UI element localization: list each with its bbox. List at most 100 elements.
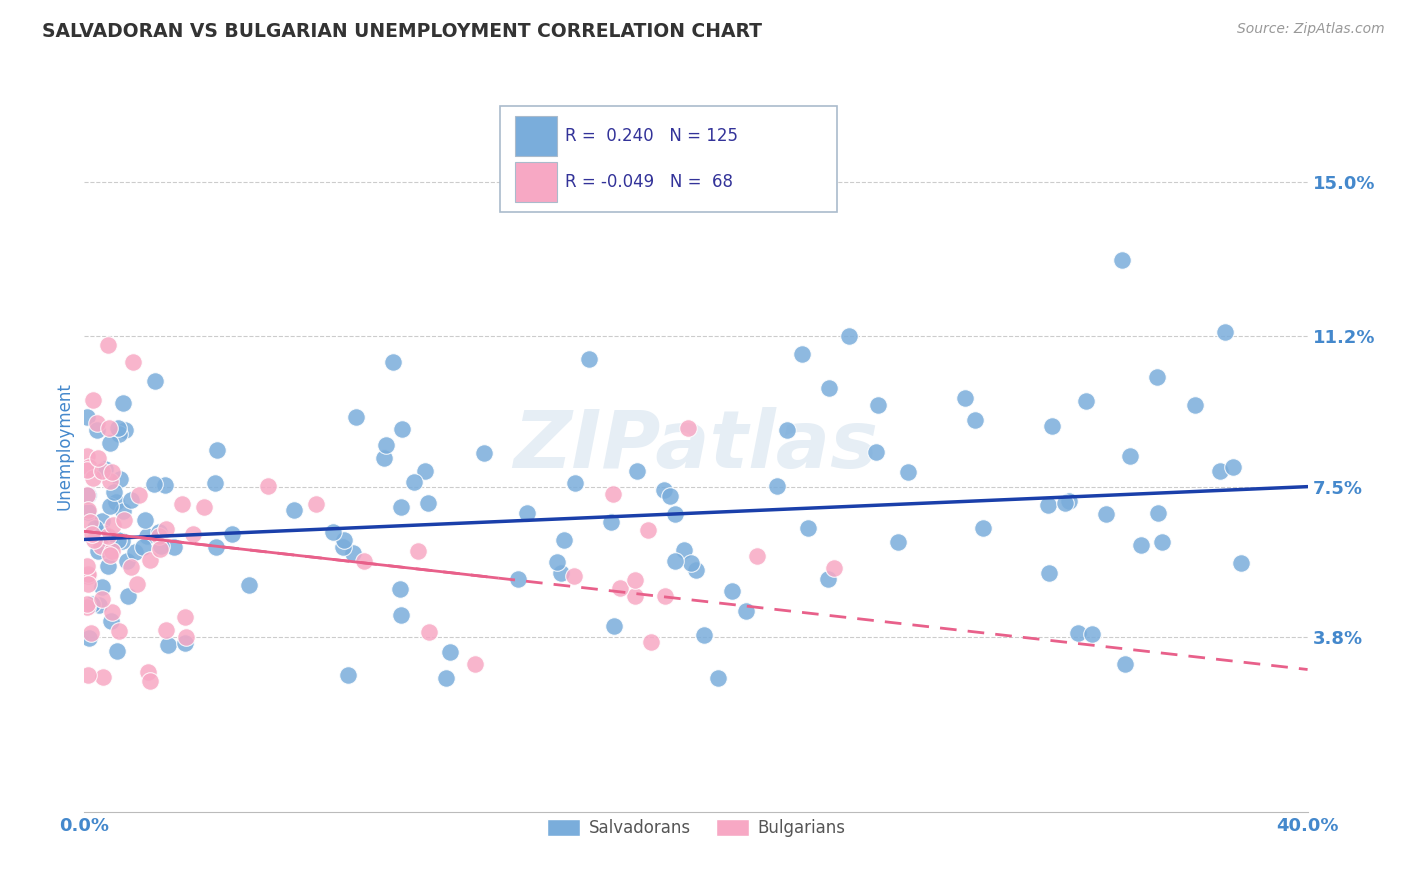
Point xyxy=(1057,494,1080,508)
Point xyxy=(87,451,110,466)
Point xyxy=(817,573,839,587)
Point xyxy=(205,442,228,457)
Point xyxy=(120,493,142,508)
Point xyxy=(110,534,132,549)
Point xyxy=(332,541,354,555)
Point xyxy=(148,529,170,543)
Point xyxy=(1130,538,1153,552)
Point xyxy=(1038,566,1060,580)
Point xyxy=(776,423,799,437)
Point xyxy=(156,638,179,652)
Point xyxy=(221,526,243,541)
Point xyxy=(114,513,136,527)
Point xyxy=(609,581,631,595)
Point xyxy=(1146,506,1168,520)
Point xyxy=(790,346,813,360)
Point xyxy=(654,590,676,604)
Point xyxy=(76,449,98,463)
Point xyxy=(76,488,98,502)
Point xyxy=(100,465,122,479)
Point xyxy=(652,483,675,497)
Point xyxy=(76,409,98,424)
Point xyxy=(1118,449,1140,463)
Point xyxy=(1111,252,1133,267)
Point xyxy=(602,487,624,501)
Point xyxy=(546,555,568,569)
Point xyxy=(132,540,155,554)
Point xyxy=(98,499,121,513)
Point xyxy=(84,521,107,535)
Point xyxy=(148,525,170,540)
Point xyxy=(838,328,860,343)
Point xyxy=(82,392,104,407)
Point xyxy=(172,497,194,511)
Point xyxy=(963,413,986,427)
Point xyxy=(516,506,538,520)
Point xyxy=(1074,393,1097,408)
Point xyxy=(86,544,108,558)
Point xyxy=(1230,556,1253,570)
Point xyxy=(76,463,98,477)
Point xyxy=(111,396,134,410)
Point xyxy=(128,488,150,502)
Point xyxy=(389,608,412,623)
Point xyxy=(77,632,100,646)
Point xyxy=(257,478,280,492)
Point xyxy=(98,436,121,450)
Point xyxy=(402,475,425,489)
Point xyxy=(176,630,198,644)
Point xyxy=(389,500,412,515)
Point xyxy=(1222,460,1244,475)
Point xyxy=(107,421,129,435)
Point xyxy=(416,496,439,510)
Point xyxy=(721,583,744,598)
Point xyxy=(1114,657,1136,671)
Point xyxy=(86,423,108,437)
Point xyxy=(322,525,344,540)
Point xyxy=(149,541,172,556)
Point xyxy=(600,515,623,529)
Point xyxy=(707,671,730,685)
Point xyxy=(91,580,114,594)
Y-axis label: Unemployment: Unemployment xyxy=(55,382,73,510)
Point xyxy=(111,504,134,518)
Point xyxy=(1150,535,1173,549)
Point xyxy=(82,597,104,611)
Point xyxy=(305,497,328,511)
Point xyxy=(117,589,139,603)
Point xyxy=(153,477,176,491)
Point xyxy=(624,573,647,587)
Point xyxy=(82,527,104,541)
Point xyxy=(107,533,129,547)
Point xyxy=(204,476,226,491)
Point xyxy=(105,495,128,509)
Point xyxy=(1209,464,1232,478)
Point xyxy=(382,355,405,369)
Point xyxy=(83,533,105,548)
Point xyxy=(659,489,682,503)
Point xyxy=(344,410,367,425)
Point xyxy=(101,605,124,619)
Point xyxy=(205,540,228,554)
Point xyxy=(897,466,920,480)
Point xyxy=(602,619,624,633)
Point xyxy=(173,636,195,650)
Point xyxy=(82,471,104,485)
Point xyxy=(77,488,100,502)
Point xyxy=(1213,325,1236,339)
Point xyxy=(91,670,114,684)
Point xyxy=(143,374,166,388)
Point xyxy=(562,569,585,583)
Point xyxy=(134,513,156,527)
Point xyxy=(173,610,195,624)
Point xyxy=(391,422,413,436)
Point xyxy=(1146,370,1168,384)
Point xyxy=(747,549,769,563)
Point xyxy=(136,665,159,679)
Point xyxy=(1042,419,1064,434)
Point xyxy=(685,563,707,577)
Point xyxy=(80,625,103,640)
Point xyxy=(163,541,186,555)
Text: R = -0.049   N =  68: R = -0.049 N = 68 xyxy=(565,173,733,191)
Point xyxy=(765,479,787,493)
